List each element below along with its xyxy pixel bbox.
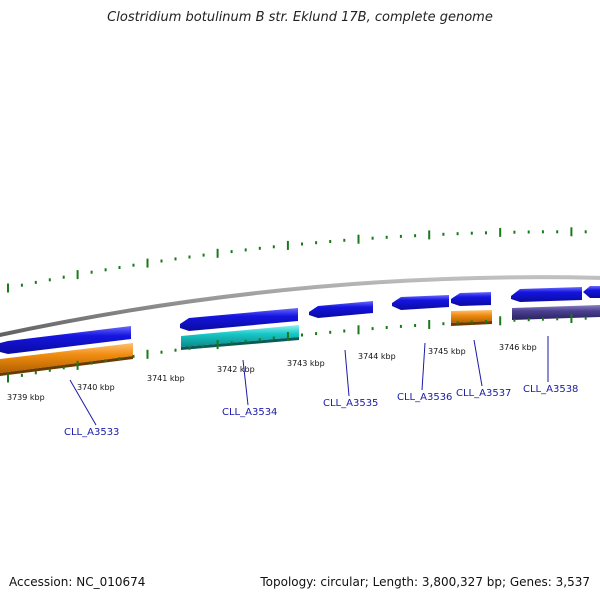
gene-arrow-cll-a3534[interactable] [180, 308, 298, 331]
gene-label-cll-a3534[interactable]: CLL_A3534 [222, 407, 277, 418]
scale-label-3739: 3739 kbp [7, 393, 45, 402]
lower-tick-arc [7, 314, 587, 383]
scale-label-3740: 3740 kbp [77, 383, 115, 392]
gene-arrow-cll-a3535[interactable] [309, 301, 373, 318]
leader-line-cll-a3535 [344, 349, 350, 397]
gene-feature-purple[interactable] [512, 305, 600, 320]
genome-backbone [0, 275, 600, 337]
gene-label-cll-a3538[interactable]: CLL_A3538 [523, 384, 578, 395]
gene-features [0, 286, 600, 376]
accession-text: Accession: NC_010674 [9, 575, 146, 589]
leader-line-cll-a3536 [421, 342, 426, 391]
scale-labels: 3739 kbp 3740 kbp 3741 kbp 3742 kbp 3743… [7, 343, 537, 402]
gene-arrow-partial-right[interactable] [583, 286, 600, 298]
upper-tick-arc [7, 227, 587, 293]
gene-label-cll-a3533[interactable]: CLL_A3533 [64, 427, 119, 438]
leader-line-cll-a3537 [473, 339, 483, 387]
gene-labels: CLL_A3533 CLL_A3534 CLL_A3535 CLL_A3536 … [64, 384, 578, 438]
scale-label-3745: 3745 kbp [428, 347, 466, 356]
gene-arrow-cll-a3536[interactable] [392, 295, 449, 310]
gene-arrow-cll-a3537[interactable] [451, 292, 491, 306]
scale-label-3741: 3741 kbp [147, 374, 185, 383]
gene-feature-orange-1-edge [0, 356, 133, 376]
gene-feature-cyan[interactable] [181, 325, 299, 347]
gene-feature-orange-1[interactable] [0, 343, 133, 373]
scale-label-3744: 3744 kbp [358, 352, 396, 361]
gene-arrow-cll-a3538[interactable] [511, 287, 582, 302]
map-title: Clostridium botulinum B str. Eklund 17B,… [107, 10, 493, 25]
gene-feature-orange-2[interactable] [451, 310, 492, 323]
scale-label-3746: 3746 kbp [499, 343, 537, 352]
leader-line-cll-a3533 [69, 379, 97, 426]
scale-label-3742: 3742 kbp [217, 365, 255, 374]
scale-label-3743: 3743 kbp [287, 359, 325, 368]
gene-label-cll-a3537[interactable]: CLL_A3537 [456, 388, 511, 399]
gene-label-cll-a3536[interactable]: CLL_A3536 [397, 392, 452, 403]
genome-summary-text: Topology: circular; Length: 3,800,327 bp… [260, 575, 590, 589]
gene-label-cll-a3535[interactable]: CLL_A3535 [323, 398, 378, 409]
gene-leader-lines [69, 336, 549, 426]
gene-feature-cyan-edge [181, 337, 299, 350]
gene-arrow-cll-a3533[interactable] [0, 326, 131, 354]
leader-line-cll-a3534 [242, 359, 249, 406]
